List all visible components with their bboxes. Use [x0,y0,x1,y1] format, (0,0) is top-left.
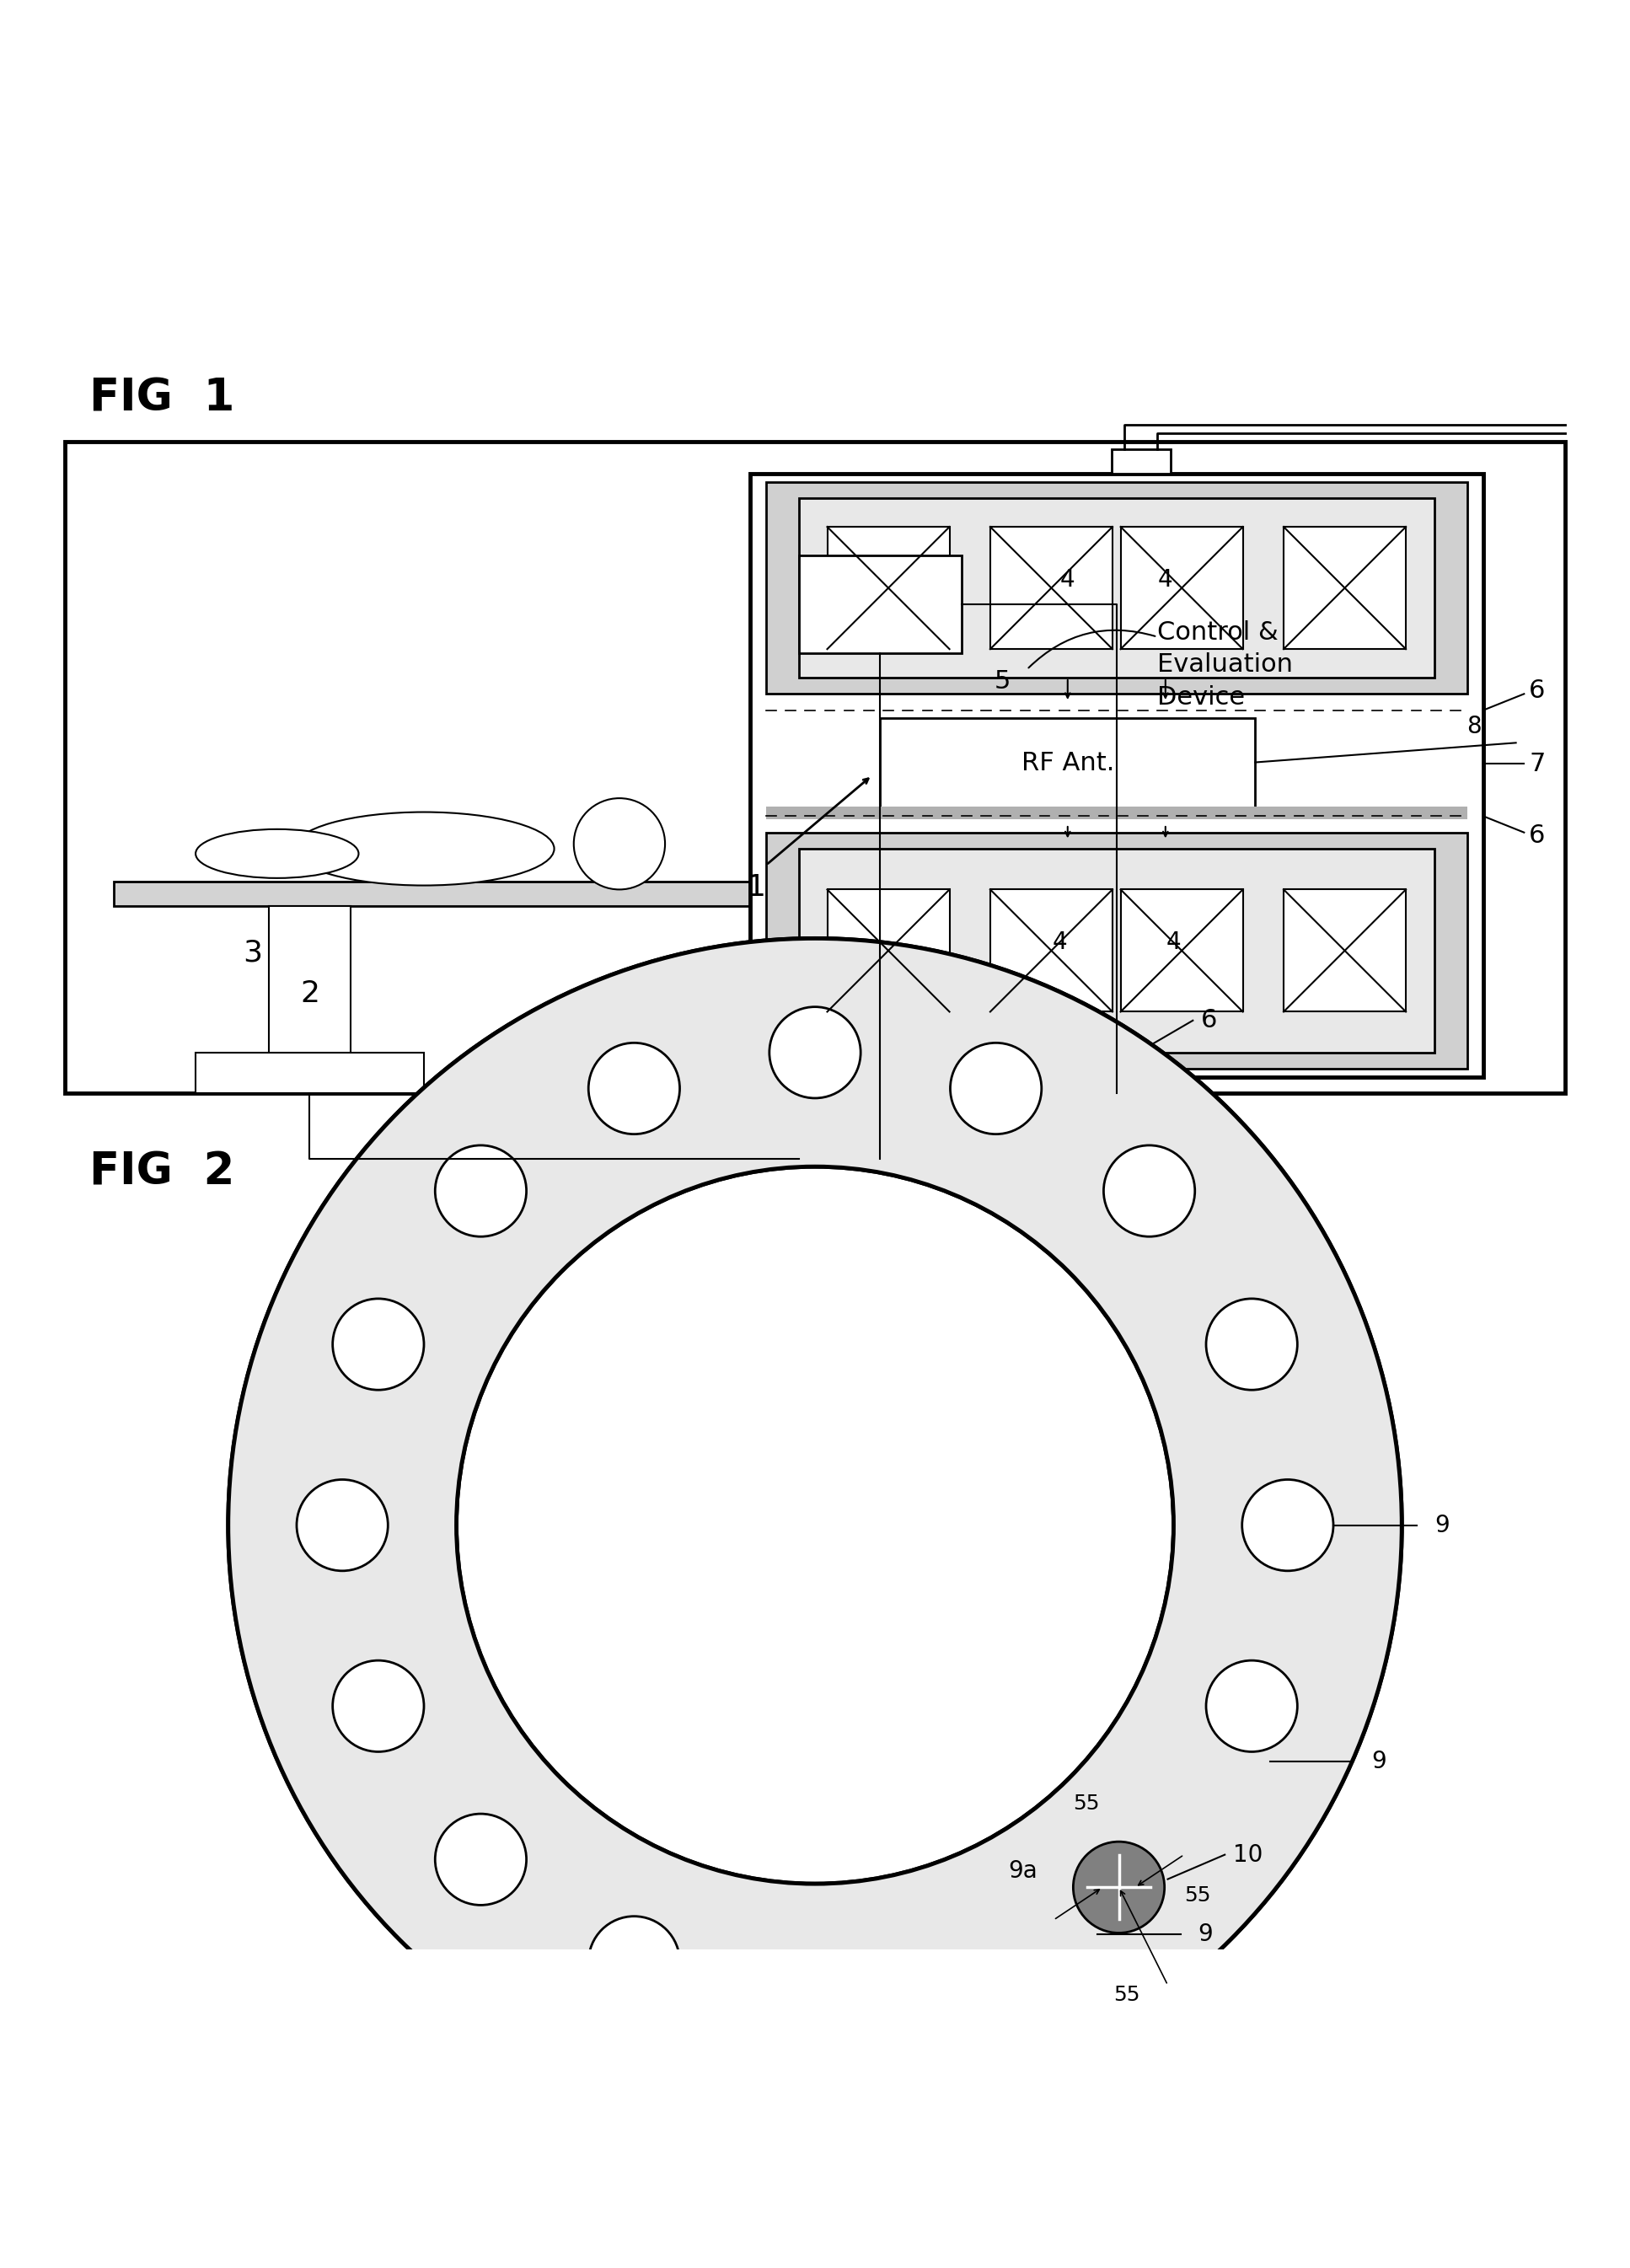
Bar [114,882,750,905]
Text: 7: 7 [1529,751,1545,776]
Bar [799,556,962,653]
Bar [766,807,1467,819]
Text: 4: 4 [1165,930,1182,955]
Ellipse shape [196,830,359,878]
Circle shape [297,1479,388,1572]
Text: 4: 4 [1051,930,1068,955]
Bar [269,905,350,1093]
Circle shape [769,1953,861,2043]
Circle shape [228,939,1402,2112]
Text: 6: 6 [1529,823,1545,848]
Text: 8: 8 [1467,714,1482,739]
Bar [1120,526,1242,649]
Bar [991,889,1112,1012]
Bar [799,848,1434,1052]
Circle shape [1206,1300,1297,1390]
Circle shape [588,1043,680,1134]
Circle shape [1104,1145,1195,1236]
Circle shape [333,1660,424,1751]
Ellipse shape [293,812,554,885]
Text: 2: 2 [300,980,319,1007]
Text: 4: 4 [1060,567,1076,592]
Bar [1284,526,1405,649]
Circle shape [574,798,665,889]
Text: 10: 10 [1232,1844,1263,1867]
Bar [880,719,1255,807]
Bar [828,526,949,649]
Bar [196,1052,424,1093]
Bar [766,832,1467,1068]
Text: 6: 6 [1201,1009,1218,1032]
Circle shape [769,1007,861,1098]
Bar [65,442,1565,1093]
Bar [750,474,1483,1077]
Text: 9: 9 [1198,1923,1213,1946]
Circle shape [950,1043,1042,1134]
Text: 3: 3 [243,939,262,966]
Bar [828,889,949,1012]
Circle shape [1206,1660,1297,1751]
Text: 6: 6 [1529,678,1545,703]
Text: 9: 9 [1371,1749,1386,1774]
Text: 9: 9 [1434,1513,1449,1538]
Circle shape [1242,1479,1333,1572]
Text: 9a: 9a [1007,1860,1037,1882]
Text: FIG  2: FIG 2 [90,1150,235,1195]
Text: 1: 1 [747,873,766,903]
Text: 55: 55 [1073,1794,1100,1814]
Text: Control &
Evaluation
Device: Control & Evaluation Device [1157,621,1293,710]
Circle shape [1073,1842,1164,1932]
Bar [1112,449,1170,474]
Bar [991,526,1112,649]
Circle shape [456,1166,1174,1885]
Circle shape [435,1814,526,1905]
Text: 55: 55 [1113,1984,1141,2005]
Bar [799,499,1434,678]
Text: 5: 5 [994,669,1011,694]
Bar [766,483,1467,694]
Bar [1120,889,1242,1012]
Circle shape [333,1300,424,1390]
Circle shape [435,1145,526,1236]
Text: 4: 4 [1157,567,1174,592]
Text: RF Ant.: RF Ant. [1020,751,1115,776]
Wedge shape [228,939,1402,2112]
Circle shape [588,1916,680,2007]
Text: 55: 55 [1183,1885,1211,1905]
Text: FIG  1: FIG 1 [90,376,235,420]
Bar [1284,889,1405,1012]
